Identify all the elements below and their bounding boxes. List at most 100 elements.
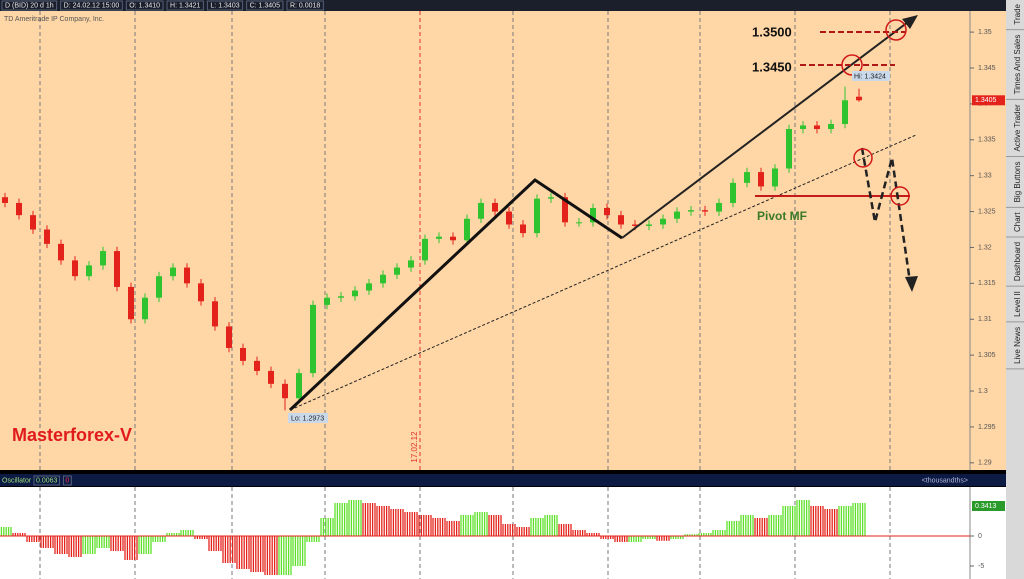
- tab-label[interactable]: Trade: [1013, 3, 1022, 24]
- candle-body: [170, 267, 176, 277]
- osc-header-box: [33, 475, 60, 486]
- header-items: D (BID) 20 d 1h D: 24.02.12 15:00 O: 1.341…: [1, 0, 324, 11]
- target-circle: [885, 19, 907, 41]
- tab-label[interactable]: Dashboard: [1013, 242, 1022, 281]
- candle-body: [254, 360, 260, 371]
- candle-body: [772, 168, 778, 187]
- price-axis-bg: [970, 11, 1006, 470]
- lo-badge: [288, 413, 328, 423]
- target-circle: [890, 186, 910, 206]
- candle-body: [716, 202, 722, 212]
- pivot-label: Pivot MF: [757, 209, 807, 223]
- level-label: 1.3450: [752, 59, 792, 74]
- y-tick-label: 1.315: [978, 280, 996, 287]
- tabs[interactable]: Trade Times And Sales Active Trader Big But…: [1006, 3, 1024, 370]
- header-item: H: 1.3421: [170, 2, 200, 9]
- candle-body: [744, 172, 750, 183]
- tab-label[interactable]: Live News: [1013, 327, 1022, 364]
- header-item-box: [286, 0, 324, 11]
- target-circle: [853, 148, 873, 168]
- company-label: TD Ameritrade IP Company, Inc.: [4, 16, 104, 23]
- osc-header-box: [62, 475, 72, 486]
- brand-label: Masterforex-V: [12, 425, 132, 445]
- candle-body: [408, 260, 414, 268]
- candle-body: [702, 210, 708, 212]
- candle-body: [352, 290, 358, 297]
- header-item: R: 0.0018: [290, 2, 320, 9]
- candle-body: [842, 100, 848, 124]
- candle-body: [156, 276, 162, 298]
- candle-body: [562, 197, 568, 223]
- arrow-head: [902, 15, 918, 29]
- candle-body: [730, 182, 736, 203]
- tab-label[interactable]: Times And Sales: [1013, 35, 1022, 95]
- candle-body: [128, 286, 134, 320]
- candle-body: [492, 202, 498, 212]
- y-tick-label: 1.3: [978, 388, 988, 395]
- header-item-box: [125, 0, 164, 11]
- candle-body: [856, 96, 862, 101]
- tab-label[interactable]: Active Trader: [1013, 104, 1022, 151]
- candle-body: [338, 296, 344, 298]
- header-item: D: 24.02.12 15:00: [64, 2, 120, 9]
- candle-body: [296, 373, 302, 399]
- header-item-box: [246, 0, 284, 11]
- price-chart: 1.29 1.295 1.3 1.305 1.31 1.315 1.32 1.325 1.33 1…: [2, 29, 1005, 467]
- osc-header-value: 0: [65, 477, 69, 484]
- header-item-box: [206, 0, 244, 11]
- candle-body: [478, 202, 484, 219]
- candle-body: [100, 251, 106, 266]
- y-tick-label: 1.345: [978, 65, 996, 72]
- candle-body: [72, 260, 78, 277]
- osc-header-bar: [0, 474, 1006, 486]
- candle-body: [674, 211, 680, 219]
- y-tick-label: -5: [978, 563, 984, 570]
- candle-body: [436, 236, 442, 239]
- candle-body: [380, 274, 386, 284]
- header-item-box: [60, 0, 123, 11]
- last-price-label: 1.3405: [975, 97, 997, 104]
- candle-body: [2, 197, 8, 203]
- candle-body: [604, 207, 610, 216]
- candle-body: [226, 326, 232, 348]
- tab-label[interactable]: Level II: [1013, 291, 1022, 317]
- candle-body: [310, 304, 316, 374]
- y-tick-label: 1.295: [978, 424, 996, 431]
- last-price-badge: [972, 95, 1005, 106]
- date-marker-label: 17.02.12: [410, 431, 419, 463]
- candle-body: [800, 125, 806, 130]
- y-tick-label: 1.33: [978, 173, 992, 180]
- candle-body: [520, 224, 526, 234]
- candle-body: [590, 207, 596, 223]
- candle-body: [506, 211, 512, 225]
- candle-body: [632, 224, 638, 226]
- candle-body: [212, 301, 218, 327]
- y-tick-label: 1.31: [978, 316, 992, 323]
- header-bar: [0, 0, 1006, 11]
- forecast-path: [860, 147, 912, 283]
- candle-body: [268, 370, 274, 384]
- candle-body: [758, 172, 764, 187]
- candle-body: [646, 224, 652, 226]
- channel-line: [621, 21, 909, 239]
- header-item: C: 1.3405: [250, 2, 280, 9]
- candle-body: [324, 297, 330, 305]
- candle-body: [828, 123, 834, 130]
- candle-body: [198, 283, 204, 302]
- hi-badge: [852, 71, 890, 81]
- candle-body: [282, 383, 288, 399]
- tab-label[interactable]: Big Buttons: [1013, 161, 1022, 202]
- candle-body: [86, 265, 92, 277]
- candle-body: [394, 267, 400, 275]
- tab-label[interactable]: Chart: [1013, 212, 1022, 232]
- header-item-box: [1, 0, 58, 11]
- header-item: L: 1.3403: [210, 2, 239, 9]
- oscillator-chart: Oscillator 0.0063 0 <thousandths> 0 -5 0.3413: [0, 475, 1005, 575]
- header-item-box: [166, 0, 204, 11]
- candle-body: [660, 218, 666, 225]
- candle-body: [58, 243, 64, 261]
- y-tick-label: 1.32: [978, 244, 992, 251]
- annotations: 1.3500 1.3450 Pivot MF Masterforex-V Lo:…: [12, 15, 918, 445]
- header-item: D (BID) 20 d 1h: [5, 2, 54, 9]
